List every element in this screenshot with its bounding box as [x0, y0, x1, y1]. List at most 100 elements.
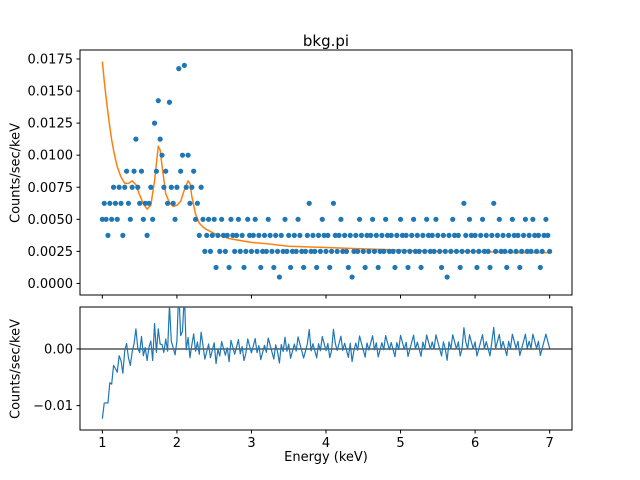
data-point [407, 248, 413, 254]
data-point [125, 200, 132, 206]
data-point [151, 120, 158, 126]
data-point [375, 264, 381, 271]
data-point [543, 216, 549, 222]
data-point [537, 264, 543, 271]
data-point [284, 248, 290, 254]
data-point [327, 264, 333, 271]
data-point [211, 216, 217, 222]
data-point [388, 232, 394, 238]
data-point [334, 248, 340, 254]
data-point [133, 136, 139, 142]
data-point [258, 264, 264, 271]
y-tick-label: 0.0000 [28, 277, 74, 292]
data-point [271, 264, 277, 271]
data-point [122, 184, 128, 190]
data-point [150, 216, 156, 222]
data-point [351, 248, 357, 254]
data-point [373, 232, 379, 238]
data-point [198, 184, 204, 190]
data-point [453, 248, 460, 254]
data-point [401, 248, 407, 254]
data-point [424, 216, 430, 222]
data-point [289, 248, 296, 254]
data-point [492, 248, 499, 254]
data-point [368, 232, 374, 238]
data-point [260, 248, 266, 254]
data-point [286, 232, 292, 238]
data-point [524, 248, 530, 254]
chart-title: bkg.pi [302, 32, 350, 50]
data-point [522, 216, 529, 222]
data-point [282, 216, 288, 222]
data-point [466, 216, 473, 222]
data-point [109, 216, 115, 222]
data-point [129, 184, 135, 190]
axes-frame [79, 49, 573, 296]
data-point [431, 248, 437, 254]
data-point [444, 274, 450, 280]
data-point [496, 216, 502, 222]
data-point [280, 248, 286, 254]
data-point [422, 248, 428, 254]
data-point [204, 232, 210, 238]
x-tick-label: 6 [471, 436, 479, 451]
x-tick-label: 3 [247, 436, 255, 451]
data-point [405, 264, 411, 271]
data-point [504, 264, 510, 271]
data-point [118, 200, 124, 206]
data-point [360, 248, 366, 254]
data-point [392, 264, 398, 271]
data-point [427, 248, 433, 254]
data-point [222, 248, 228, 254]
data-point [176, 66, 182, 72]
data-point [358, 232, 365, 238]
data-point [394, 232, 400, 238]
data-point [343, 248, 350, 254]
x-tick-label: 7 [545, 436, 553, 451]
data-point [418, 264, 424, 271]
data-point [140, 216, 146, 222]
model-line [101, 61, 550, 254]
data-point [116, 184, 122, 190]
data-point [191, 168, 197, 174]
data-point [328, 248, 335, 254]
y-tick-label: −0.01 [33, 399, 73, 414]
data-point [520, 232, 527, 238]
data-point [166, 99, 173, 105]
data-point [170, 200, 176, 206]
data-point [200, 216, 206, 222]
x-axis-label: Energy (keV) [284, 450, 368, 465]
data-point [137, 200, 143, 206]
data-point [463, 232, 469, 238]
data-point [485, 248, 491, 254]
data-point [179, 152, 186, 158]
data-point [541, 232, 547, 238]
data-point [509, 216, 515, 222]
data-point [539, 248, 545, 254]
data-point [172, 216, 178, 222]
data-point [224, 232, 230, 238]
data-point [433, 216, 439, 222]
data-point [345, 264, 351, 271]
data-point [448, 248, 454, 254]
data-point [323, 248, 329, 254]
y-tick-label: 0.00 [44, 342, 73, 357]
data-point [194, 200, 201, 206]
data-point [237, 248, 243, 254]
data-point [438, 264, 445, 271]
data-point [312, 248, 318, 254]
data-point [123, 168, 130, 174]
data-point [174, 184, 180, 190]
data-point [276, 274, 283, 280]
data-point [219, 216, 225, 222]
data-point [254, 248, 260, 254]
data-point [412, 248, 419, 254]
data-point [131, 168, 137, 174]
data-point [233, 232, 240, 238]
data-point [228, 216, 234, 222]
data-point [209, 232, 215, 238]
data-point [526, 232, 532, 238]
data-point [295, 216, 301, 222]
